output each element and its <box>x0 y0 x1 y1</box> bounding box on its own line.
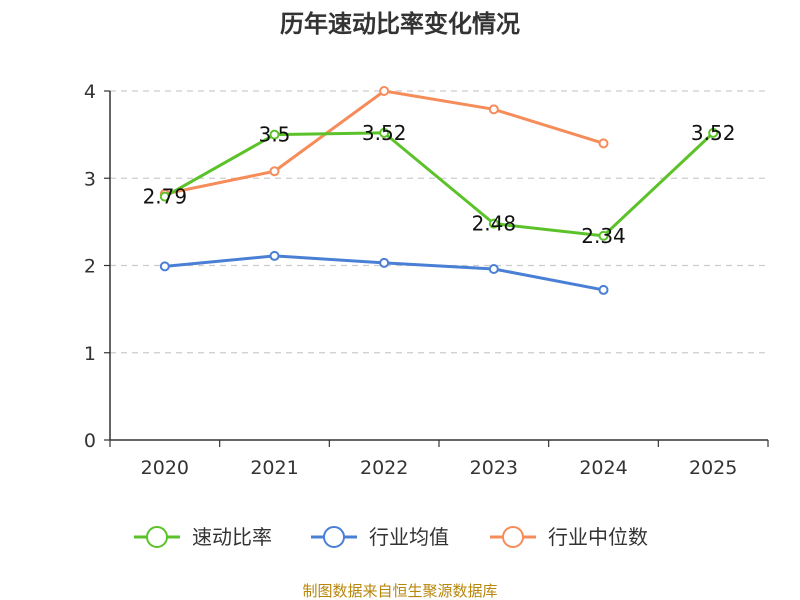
legend-label: 行业中位数 <box>548 525 648 549</box>
data-point <box>598 138 609 149</box>
data-point <box>598 284 609 295</box>
source-note: 制图数据来自恒生聚源数据库 <box>302 582 497 600</box>
data-label: 3.52 <box>362 121 407 145</box>
x-tick-label: 2022 <box>360 457 408 479</box>
data-point <box>488 218 499 229</box>
legend-label: 行业均值 <box>369 525 449 549</box>
data-point <box>159 191 170 202</box>
y-tick-label: 4 <box>84 81 96 103</box>
data-point <box>269 166 280 177</box>
data-label: 3.52 <box>691 121 736 145</box>
data-point <box>379 127 390 138</box>
legend-label: 速动比率 <box>192 525 272 549</box>
data-point <box>708 127 719 138</box>
data-point <box>269 250 280 261</box>
data-label: 3.5 <box>259 123 291 147</box>
data-point <box>269 129 280 140</box>
data-point <box>488 104 499 115</box>
data-label: 2.79 <box>143 185 188 209</box>
data-labels: 2.79 3.5 3.52 2.48 2.34 3.52 <box>143 121 736 248</box>
legend-marker-1 <box>323 526 345 548</box>
data-point <box>379 86 390 96</box>
chart-title: 历年速动比率变化情况 <box>280 10 520 38</box>
y-tick-label: 0 <box>84 430 96 452</box>
x-tick-label: 2020 <box>141 457 189 479</box>
data-point <box>159 261 170 272</box>
data-point <box>598 230 609 241</box>
x-tick-label: 2021 <box>250 457 298 479</box>
y-tick-label: 1 <box>84 343 96 365</box>
legend-marker-2 <box>502 526 524 548</box>
data-point <box>488 263 499 274</box>
axes: 0 1 2 3 4 2020 2021 2022 2023 2024 2025 <box>84 81 769 479</box>
legend: 速动比率 行业均值 行业中位数 <box>134 525 648 549</box>
data-label: 2.34 <box>581 224 626 248</box>
gridlines <box>110 90 768 354</box>
x-tick-label: 2023 <box>470 457 518 479</box>
data-point <box>379 257 390 268</box>
y-tick-label: 2 <box>84 256 96 278</box>
data-label: 2.48 <box>472 212 517 236</box>
x-tick-label: 2024 <box>579 457 627 479</box>
series-layer <box>159 86 719 295</box>
x-tick-label: 2025 <box>689 457 737 479</box>
y-tick-label: 3 <box>84 168 96 190</box>
series-line-0 <box>164 131 715 238</box>
legend-marker-0 <box>146 526 168 548</box>
